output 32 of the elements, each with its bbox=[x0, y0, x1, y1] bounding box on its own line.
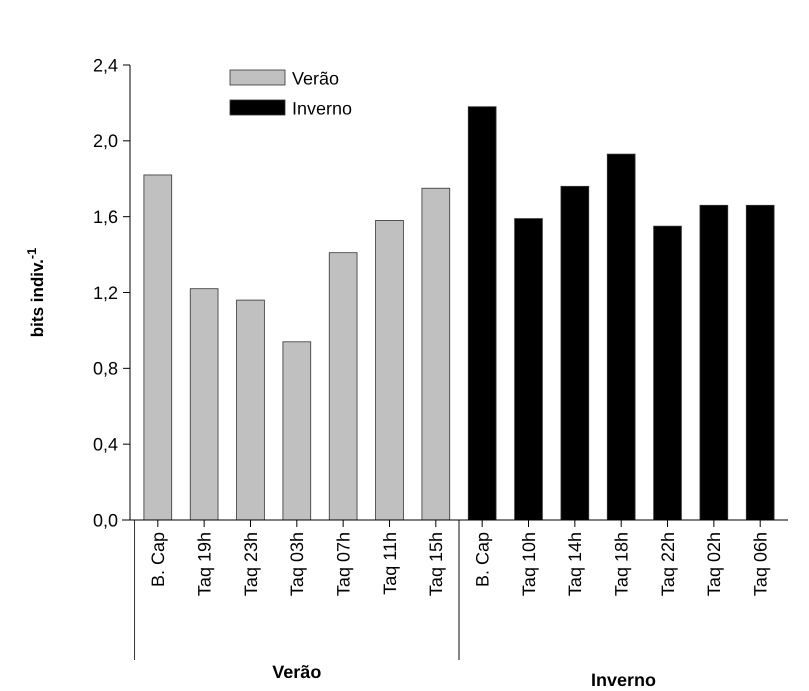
bar bbox=[190, 288, 218, 520]
x-tick-label: Taq 02h bbox=[704, 532, 724, 596]
bar bbox=[422, 188, 450, 520]
x-tick-label: Taq 19h bbox=[194, 532, 214, 596]
bar bbox=[282, 341, 312, 520]
x-tick-label: Taq 23h bbox=[240, 532, 261, 596]
legend-label: Verão bbox=[292, 68, 340, 88]
text: Verão bbox=[272, 662, 322, 682]
y-tick-label: 0,4 bbox=[92, 434, 118, 454]
x-tick-label: Taq 14h bbox=[565, 532, 586, 596]
x-tick-label: Taq 06h bbox=[750, 532, 770, 596]
y-tick-label: 2,0 bbox=[92, 131, 118, 152]
x-tick-label: B. Cap bbox=[148, 532, 168, 588]
y-tick-label: 2,4 bbox=[92, 55, 118, 76]
x-tick-label: Taq 11h bbox=[380, 532, 400, 595]
text: Inverno bbox=[590, 670, 656, 690]
x-tick-label: Taq 22h bbox=[658, 532, 678, 596]
y-tick-label: 0,8 bbox=[92, 358, 118, 379]
bar bbox=[375, 220, 404, 520]
x-tick-label: Taq 18h bbox=[611, 532, 632, 596]
y-tick-label: 0,0 bbox=[92, 510, 118, 530]
x-tick-label: Taq 03h bbox=[287, 532, 308, 596]
bar bbox=[144, 174, 172, 520]
x-tick-label: Taq 07h bbox=[333, 532, 354, 596]
legend-label: Inverno bbox=[292, 98, 352, 118]
bar bbox=[236, 300, 265, 520]
x-tick-label: Taq 15h bbox=[426, 532, 446, 596]
x-tick-label: Taq 10h bbox=[518, 532, 539, 596]
y-tick-label: 1,2 bbox=[92, 282, 118, 303]
x-tick-label: B. Cap bbox=[472, 532, 492, 588]
bar bbox=[328, 252, 358, 520]
y-tick-label: 1,6 bbox=[92, 206, 118, 227]
